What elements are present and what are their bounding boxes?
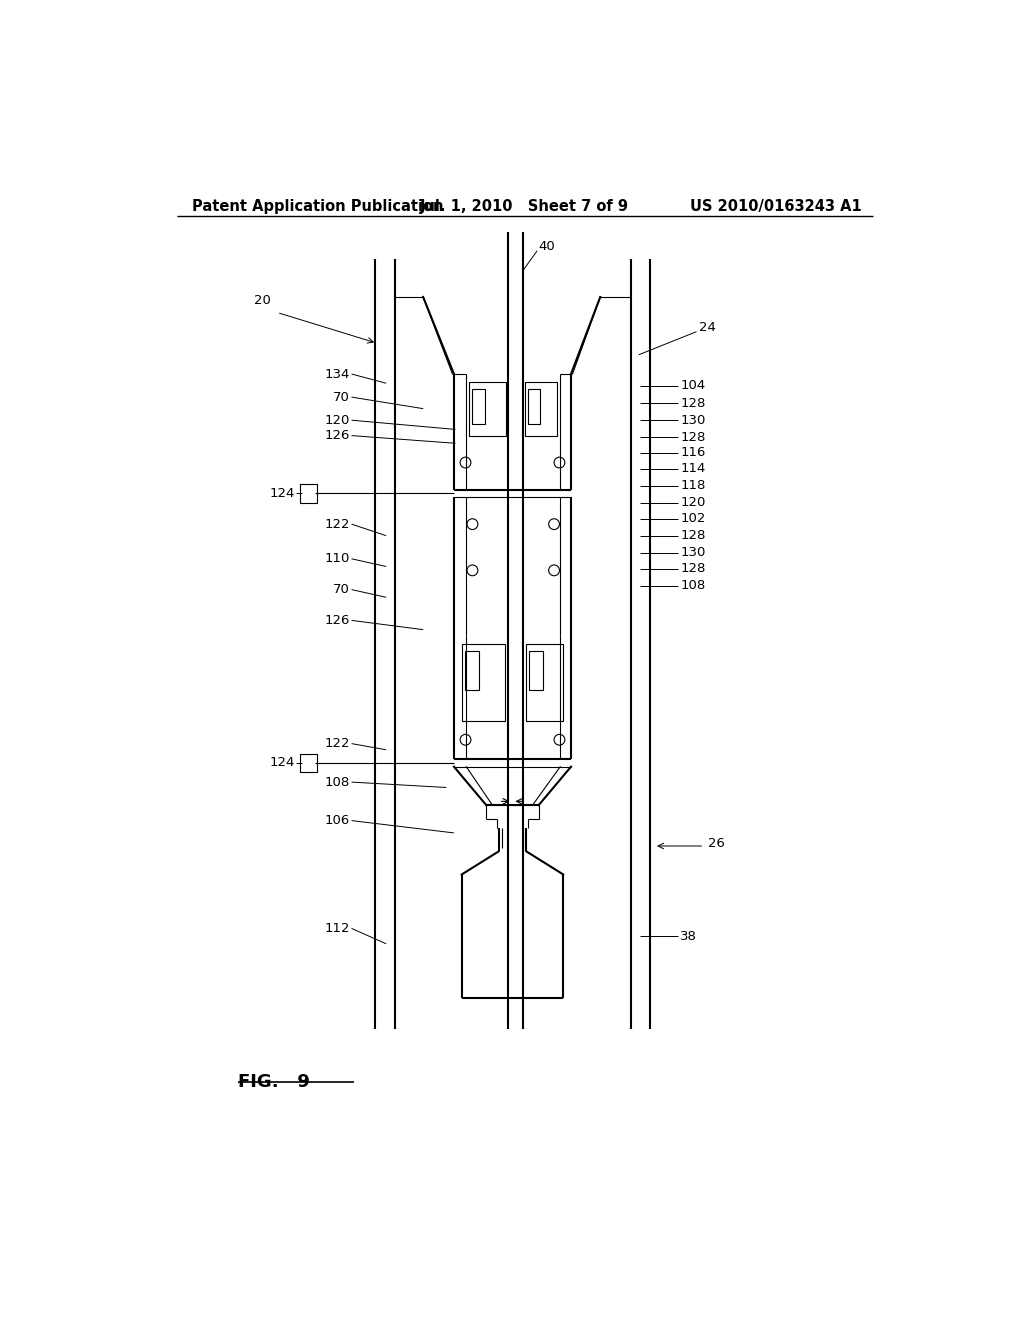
Text: 124: 124 (269, 756, 295, 770)
Text: 116: 116 (680, 446, 706, 459)
Bar (526, 644, 563, 721)
Text: 110: 110 (325, 552, 350, 565)
Circle shape (554, 734, 565, 744)
Text: 126: 126 (325, 429, 350, 442)
Text: 128: 128 (680, 529, 706, 543)
Text: 106: 106 (325, 814, 350, 828)
Text: 104: 104 (680, 379, 706, 392)
Circle shape (460, 457, 471, 469)
Bar (300, 754, 316, 772)
Text: FIG.   9: FIG. 9 (239, 1073, 310, 1092)
Text: 24: 24 (698, 321, 716, 334)
Text: 108: 108 (680, 579, 706, 593)
Circle shape (549, 565, 559, 576)
Text: 40: 40 (539, 240, 555, 253)
Circle shape (460, 734, 471, 744)
Text: 122: 122 (325, 517, 350, 531)
Text: 134: 134 (325, 367, 350, 380)
Text: Patent Application Publication: Patent Application Publication (193, 198, 443, 214)
Text: 118: 118 (680, 479, 706, 492)
Text: 128: 128 (680, 562, 706, 576)
Text: 124: 124 (269, 487, 295, 500)
Text: US 2010/0163243 A1: US 2010/0163243 A1 (690, 198, 862, 214)
Text: 120: 120 (680, 496, 706, 510)
Bar (528, 389, 541, 424)
Circle shape (554, 457, 565, 469)
Bar (465, 651, 478, 689)
Text: 120: 120 (325, 413, 350, 426)
Text: 128: 128 (680, 430, 706, 444)
Bar (524, 381, 557, 436)
Circle shape (467, 519, 478, 529)
Bar (469, 381, 506, 436)
Text: 126: 126 (325, 614, 350, 627)
Bar (462, 644, 505, 721)
Text: Jul. 1, 2010   Sheet 7 of 9: Jul. 1, 2010 Sheet 7 of 9 (420, 198, 630, 214)
Text: 130: 130 (680, 546, 706, 560)
Bar (472, 389, 484, 424)
Text: 20: 20 (254, 294, 270, 308)
Bar (529, 651, 544, 689)
Text: 108: 108 (325, 776, 350, 788)
Text: 114: 114 (680, 462, 706, 475)
Text: 128: 128 (680, 397, 706, 409)
Text: 130: 130 (680, 413, 706, 426)
Circle shape (549, 519, 559, 529)
Text: 26: 26 (708, 837, 725, 850)
Bar (300, 484, 316, 503)
Text: 122: 122 (325, 737, 350, 750)
Text: 102: 102 (680, 512, 706, 525)
Circle shape (467, 565, 478, 576)
Text: 70: 70 (333, 583, 350, 597)
Text: 112: 112 (325, 921, 350, 935)
Text: 70: 70 (333, 391, 350, 404)
Text: 38: 38 (680, 929, 697, 942)
